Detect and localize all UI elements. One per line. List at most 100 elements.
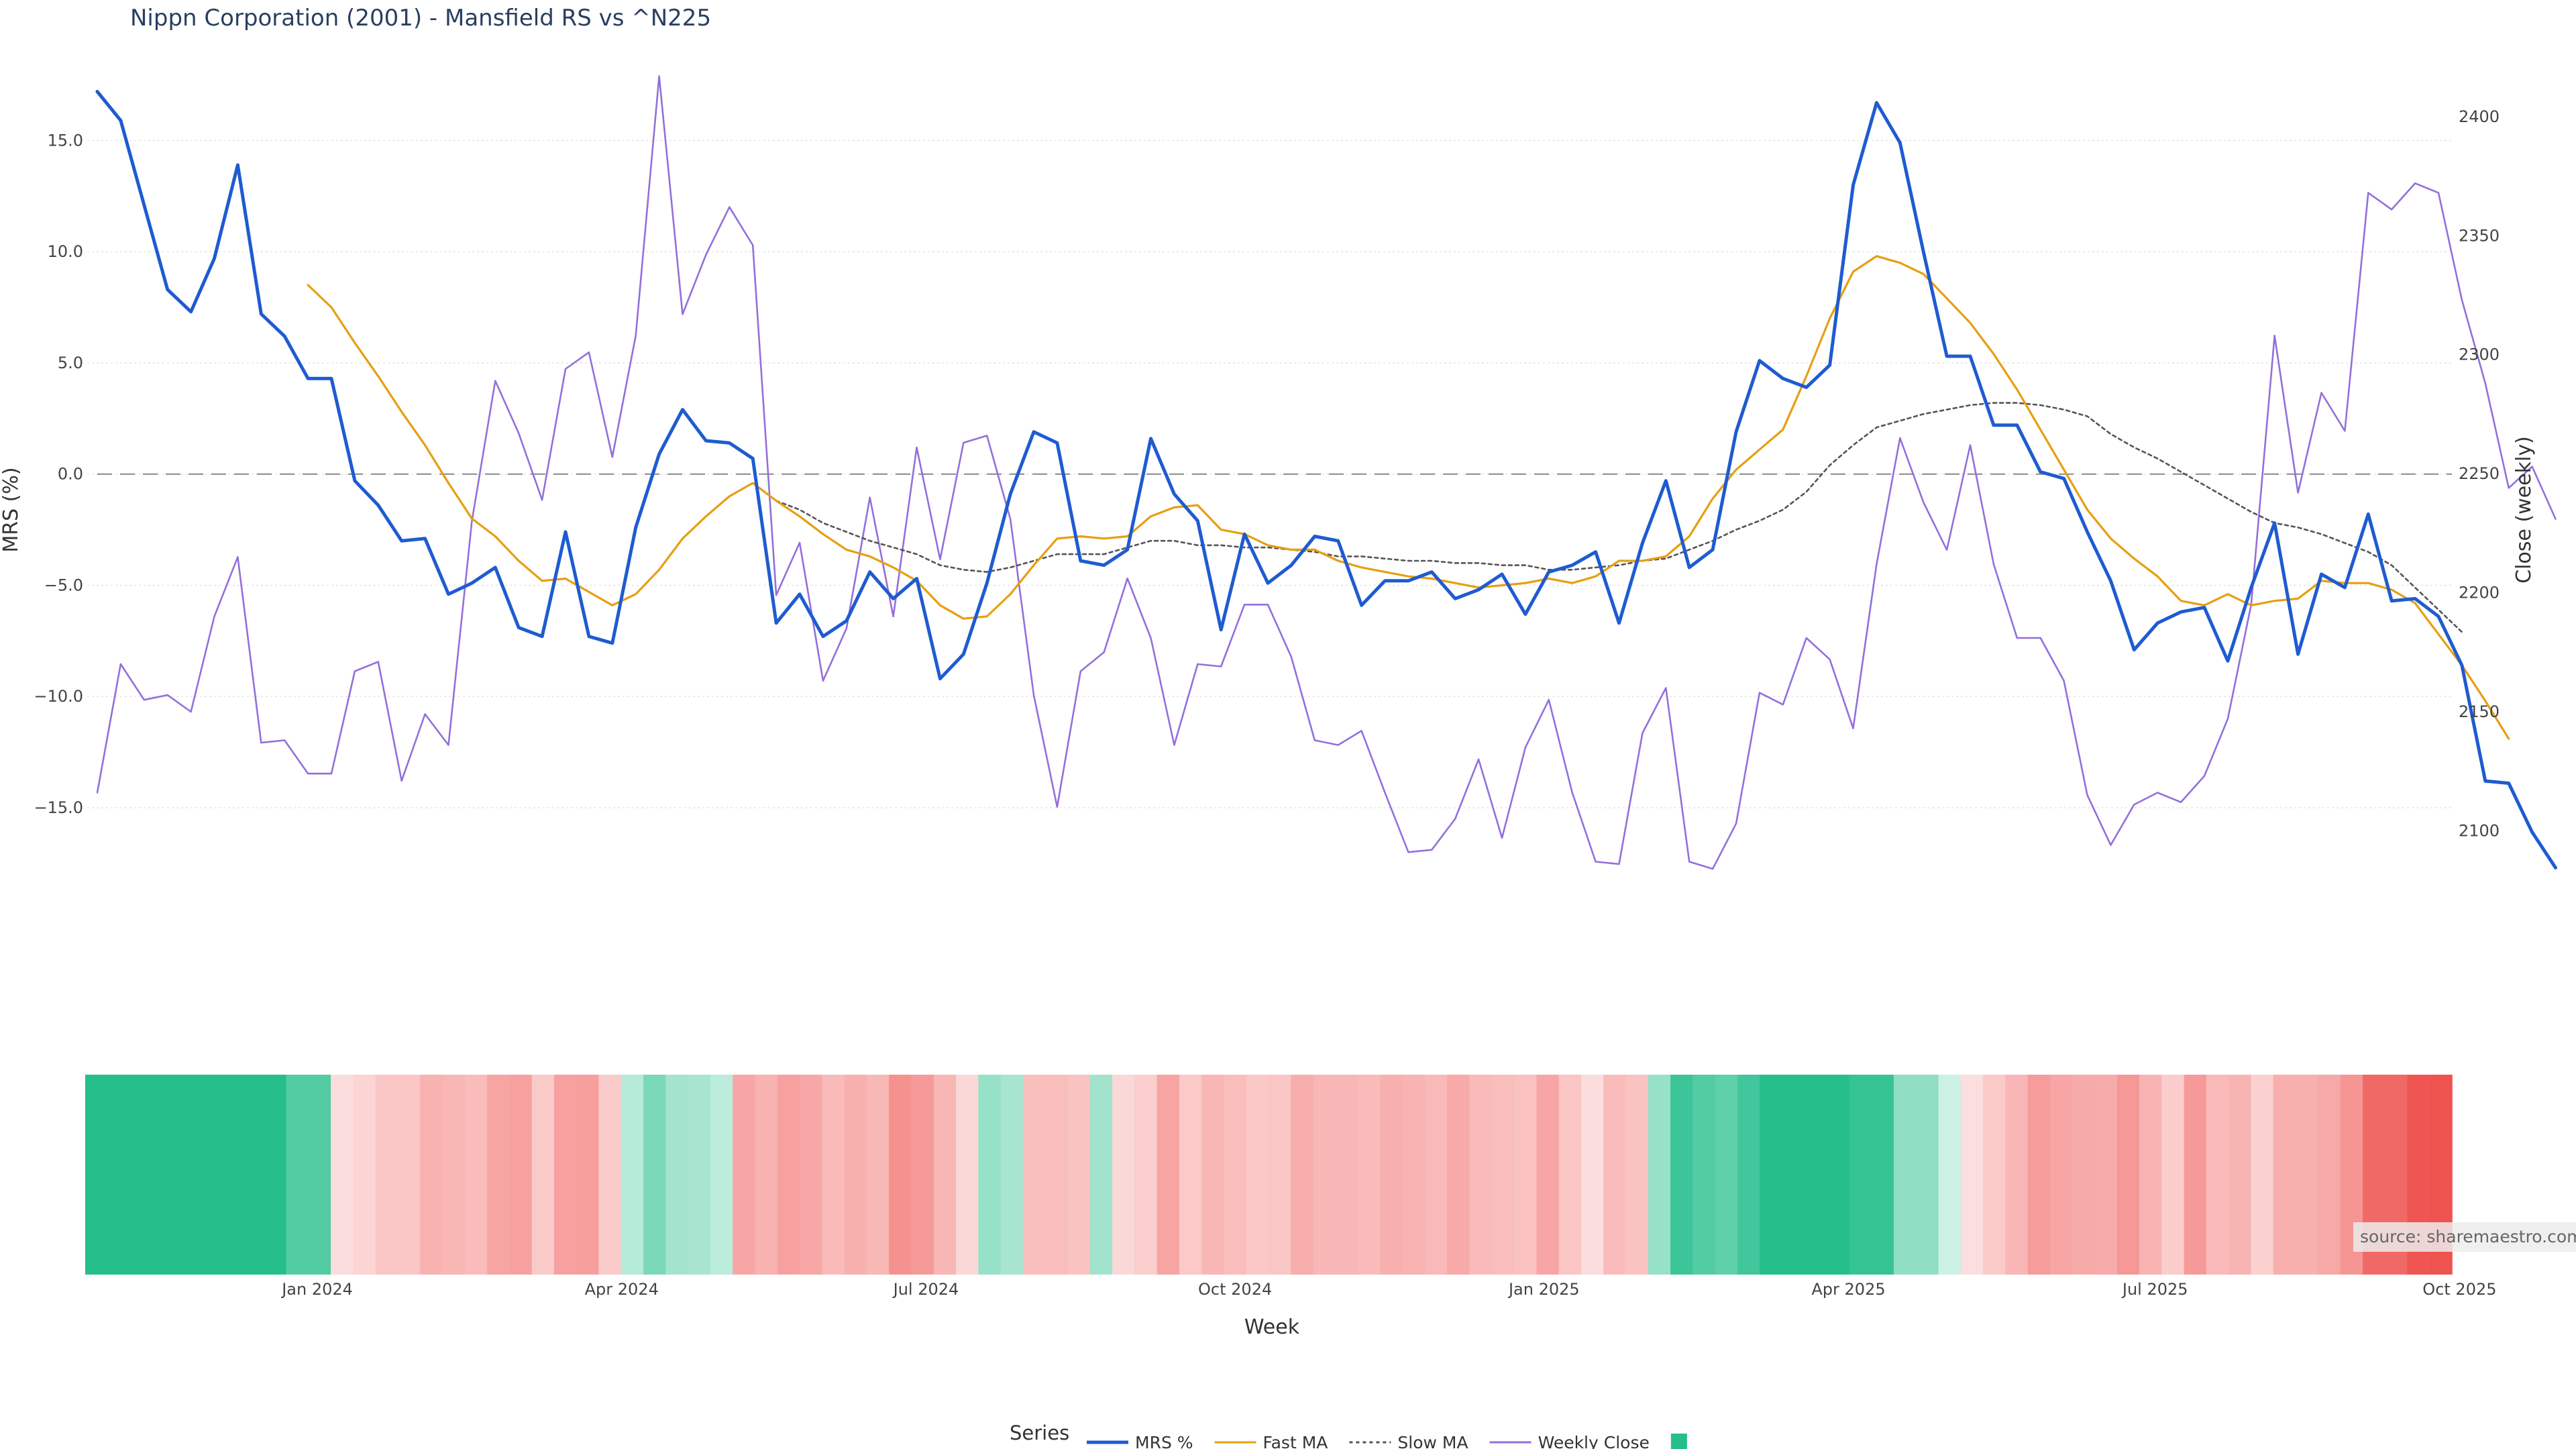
heatmap-cell (152, 1075, 175, 1275)
heatmap-cell (1067, 1075, 1091, 1275)
heatmap-cell (129, 1075, 153, 1275)
right-tick-label: 2400 (2459, 107, 2500, 126)
heatmap-cell (2251, 1075, 2274, 1275)
heatmap-cell (464, 1075, 488, 1275)
heatmap-cell (1804, 1075, 1827, 1275)
x-axis-ticks: Jan 2024 Apr 2024 Jul 2024 Oct 2024 Jan 2025… (280, 1280, 2496, 1299)
series-layer (95, 75, 2557, 870)
series-line-slow-ma (775, 402, 2463, 633)
right-axis-ticks: 2400 2350 2300 2250 2200 2150 2100 (2459, 107, 2500, 841)
heatmap-cell (688, 1075, 711, 1275)
heatmap-cell (956, 1075, 979, 1275)
heatmap-strip (85, 1075, 2453, 1275)
heatmap-cell (308, 1075, 331, 1275)
right-tick-label: 2300 (2459, 345, 2500, 364)
heatmap-cell (107, 1075, 131, 1275)
heatmap-cell (1737, 1075, 1760, 1275)
heatmap-cell (1134, 1075, 1158, 1275)
left-tick-label: 0.0 (58, 465, 83, 484)
heatmap-cell (1514, 1075, 1538, 1275)
x-tick-label: Apr 2024 (585, 1280, 659, 1299)
heatmap-cell (241, 1075, 265, 1275)
heatmap-cell (755, 1075, 778, 1275)
heatmap-cell (1089, 1075, 1113, 1275)
heatmap-cell (1402, 1075, 1426, 1275)
heatmap-cell (911, 1075, 934, 1275)
heatmap-cell (822, 1075, 845, 1275)
right-tick-label: 2350 (2459, 226, 2500, 245)
heatmap-cell (2005, 1075, 2029, 1275)
heatmap-cell (487, 1075, 511, 1275)
right-tick-label: 2200 (2459, 584, 2500, 602)
heatmap-cell (1112, 1075, 1136, 1275)
heatmap-cell (2161, 1075, 2185, 1275)
heatmap-cell (264, 1075, 287, 1275)
heatmap-cell (1269, 1075, 1292, 1275)
legend-title: Series (1010, 1421, 1069, 1444)
heatmap-cell (1246, 1075, 1269, 1275)
legend-label: MRS % (1135, 1433, 1193, 1449)
heatmap-cell (85, 1075, 109, 1275)
y-axis-left-title: MRS (%) (0, 467, 23, 552)
left-tick-label: 5.0 (58, 354, 83, 372)
legend-label: Slow MA (1397, 1433, 1468, 1449)
heatmap-cell (531, 1075, 555, 1275)
heatmap-cell (1536, 1075, 1560, 1275)
heatmap-cell (2296, 1075, 2319, 1275)
heatmap-cell (1625, 1075, 1649, 1275)
heatmap-cell (1648, 1075, 1671, 1275)
heatmap-cell (1022, 1075, 1046, 1275)
right-tick-label: 2150 (2459, 702, 2500, 721)
series-line-weekly-close (96, 75, 2557, 870)
legend: Series MRS % Fast MA Slow MA Weekly Close (1010, 1421, 1687, 1449)
left-tick-label: 10.0 (48, 242, 83, 261)
left-tick-label: −15.0 (34, 798, 83, 817)
heatmap-cell (1670, 1075, 1694, 1275)
heatmap-cell (398, 1075, 421, 1275)
legend-label: Weekly Close (1538, 1433, 1650, 1449)
heatmap-cell (1827, 1075, 1850, 1275)
heatmap-cell (553, 1075, 577, 1275)
heatmap-cell (1224, 1075, 1247, 1275)
x-tick-label: Oct 2025 (2422, 1280, 2496, 1299)
x-tick-label: Jan 2024 (280, 1280, 353, 1299)
heatmap-cell (1760, 1075, 1783, 1275)
heatmap-cell (643, 1075, 667, 1275)
heatmap-cell (1693, 1075, 1716, 1275)
heatmap-cell (800, 1075, 823, 1275)
heatmap-cell (1045, 1075, 1069, 1275)
heatmap-cell (420, 1075, 443, 1275)
x-tick-label: Oct 2024 (1198, 1280, 1272, 1299)
heatmap-cell (710, 1075, 733, 1275)
heatmap-cell (1581, 1075, 1605, 1275)
heatmap-cell (2206, 1075, 2229, 1275)
y-axis-right-title: Close (weekly) (2512, 436, 2536, 584)
heatmap-cell (866, 1075, 890, 1275)
heatmap-cell (2318, 1075, 2341, 1275)
heatmap-cell (286, 1075, 309, 1275)
heatmap-cell (1849, 1075, 1872, 1275)
heatmap-cell (2229, 1075, 2252, 1275)
heatmap-cell (1157, 1075, 1180, 1275)
heatmap-cell (219, 1075, 242, 1275)
heatmap-cell (2072, 1075, 2096, 1275)
right-tick-label: 2250 (2459, 464, 2500, 483)
heatmap-cell (1380, 1075, 1403, 1275)
heatmap-cell (1179, 1075, 1202, 1275)
heatmap-cell (1291, 1075, 1314, 1275)
heatmap-cell (442, 1075, 466, 1275)
heatmap-cell (2139, 1075, 2163, 1275)
heatmap-cell (1871, 1075, 1894, 1275)
heatmap-cell (2184, 1075, 2207, 1275)
heatmap-cell (197, 1075, 220, 1275)
heatmap-cell (665, 1075, 689, 1275)
heatmap-cell (2273, 1075, 2296, 1275)
heatmap-cell (933, 1075, 957, 1275)
heatmap-cell (1893, 1075, 1917, 1275)
source-badge-bg (2353, 1222, 2576, 1252)
x-tick-label: Jul 2025 (2121, 1280, 2188, 1299)
heatmap-cell (1491, 1075, 1515, 1275)
heatmap-cell (978, 1075, 1002, 1275)
chart-title: Nippn Corporation (2001) - Mansfield RS … (130, 5, 711, 32)
